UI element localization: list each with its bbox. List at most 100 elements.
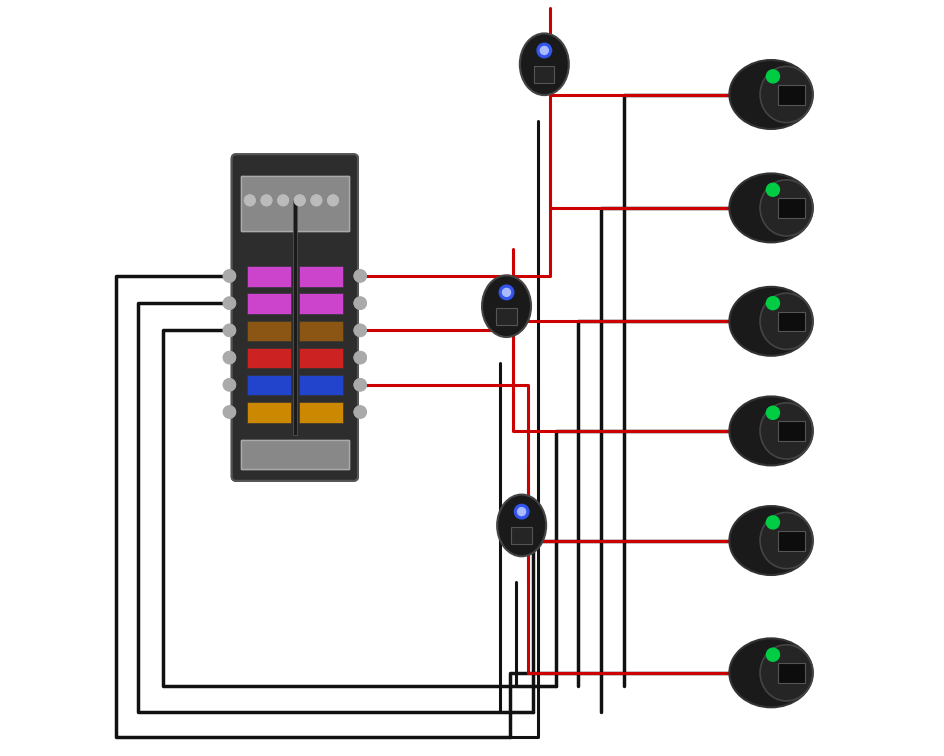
Bar xyxy=(241,176,348,231)
Circle shape xyxy=(223,270,235,282)
Ellipse shape xyxy=(497,494,546,556)
Bar xyxy=(246,266,291,287)
Circle shape xyxy=(223,379,235,391)
Bar xyxy=(511,527,531,544)
Circle shape xyxy=(354,270,366,282)
Ellipse shape xyxy=(759,180,812,236)
Bar xyxy=(298,293,342,314)
Ellipse shape xyxy=(729,173,812,243)
Bar xyxy=(293,200,296,435)
Circle shape xyxy=(223,352,235,364)
Circle shape xyxy=(328,195,338,206)
Bar xyxy=(777,531,804,550)
Bar xyxy=(777,312,804,331)
Bar xyxy=(777,85,804,104)
Ellipse shape xyxy=(759,645,812,701)
Ellipse shape xyxy=(729,60,812,129)
Bar xyxy=(241,440,348,469)
Circle shape xyxy=(261,195,272,206)
Circle shape xyxy=(517,507,525,516)
Bar xyxy=(293,200,296,435)
Ellipse shape xyxy=(729,396,812,466)
Circle shape xyxy=(354,352,366,364)
Bar xyxy=(496,308,516,325)
Circle shape xyxy=(278,195,288,206)
Bar xyxy=(298,321,342,341)
Circle shape xyxy=(766,648,779,662)
Circle shape xyxy=(223,379,235,391)
Circle shape xyxy=(766,70,779,83)
Circle shape xyxy=(354,297,366,309)
Bar xyxy=(298,293,342,314)
Circle shape xyxy=(223,270,235,282)
Bar xyxy=(533,66,554,83)
Circle shape xyxy=(223,406,235,418)
Bar xyxy=(298,348,342,368)
Ellipse shape xyxy=(729,638,812,708)
Bar xyxy=(246,293,291,314)
Bar xyxy=(246,293,291,314)
Circle shape xyxy=(514,504,529,519)
Bar xyxy=(298,321,342,341)
Bar xyxy=(246,348,291,368)
Circle shape xyxy=(354,324,366,336)
Circle shape xyxy=(244,195,255,206)
Circle shape xyxy=(223,324,235,336)
Circle shape xyxy=(278,195,288,206)
Circle shape xyxy=(540,46,548,54)
Circle shape xyxy=(766,296,779,310)
Ellipse shape xyxy=(759,293,812,349)
Ellipse shape xyxy=(759,67,812,122)
Circle shape xyxy=(223,352,235,364)
Bar xyxy=(246,375,291,395)
Bar xyxy=(777,199,804,218)
Bar xyxy=(241,440,348,469)
Circle shape xyxy=(223,406,235,418)
Bar xyxy=(298,402,342,423)
Circle shape xyxy=(223,324,235,336)
Ellipse shape xyxy=(729,287,812,356)
Bar xyxy=(777,422,804,441)
Bar xyxy=(246,348,291,368)
FancyBboxPatch shape xyxy=(231,154,358,481)
Circle shape xyxy=(354,379,366,391)
Circle shape xyxy=(328,195,338,206)
Ellipse shape xyxy=(481,275,531,337)
Ellipse shape xyxy=(759,403,812,459)
Bar xyxy=(298,266,342,287)
Circle shape xyxy=(354,297,366,309)
Circle shape xyxy=(311,195,321,206)
Circle shape xyxy=(354,324,366,336)
Circle shape xyxy=(354,379,366,391)
Bar xyxy=(246,266,291,287)
Bar xyxy=(241,176,348,231)
FancyBboxPatch shape xyxy=(231,154,358,481)
Bar xyxy=(298,375,342,395)
Bar xyxy=(298,402,342,423)
Circle shape xyxy=(354,352,366,364)
Circle shape xyxy=(354,270,366,282)
Circle shape xyxy=(244,195,255,206)
Circle shape xyxy=(223,297,235,309)
Ellipse shape xyxy=(759,513,812,569)
Circle shape xyxy=(295,195,305,206)
Circle shape xyxy=(261,195,272,206)
Circle shape xyxy=(766,516,779,529)
Bar xyxy=(298,375,342,395)
Circle shape xyxy=(502,288,510,296)
Circle shape xyxy=(766,406,779,420)
Bar xyxy=(246,321,291,341)
Circle shape xyxy=(223,297,235,309)
Circle shape xyxy=(536,43,551,57)
Bar xyxy=(298,348,342,368)
Bar xyxy=(246,402,291,423)
Circle shape xyxy=(295,195,305,206)
Bar xyxy=(246,402,291,423)
Circle shape xyxy=(354,406,366,418)
Circle shape xyxy=(766,183,779,197)
Bar xyxy=(246,321,291,341)
Circle shape xyxy=(498,285,514,299)
Bar xyxy=(246,375,291,395)
Ellipse shape xyxy=(729,506,812,575)
Bar xyxy=(777,664,804,683)
